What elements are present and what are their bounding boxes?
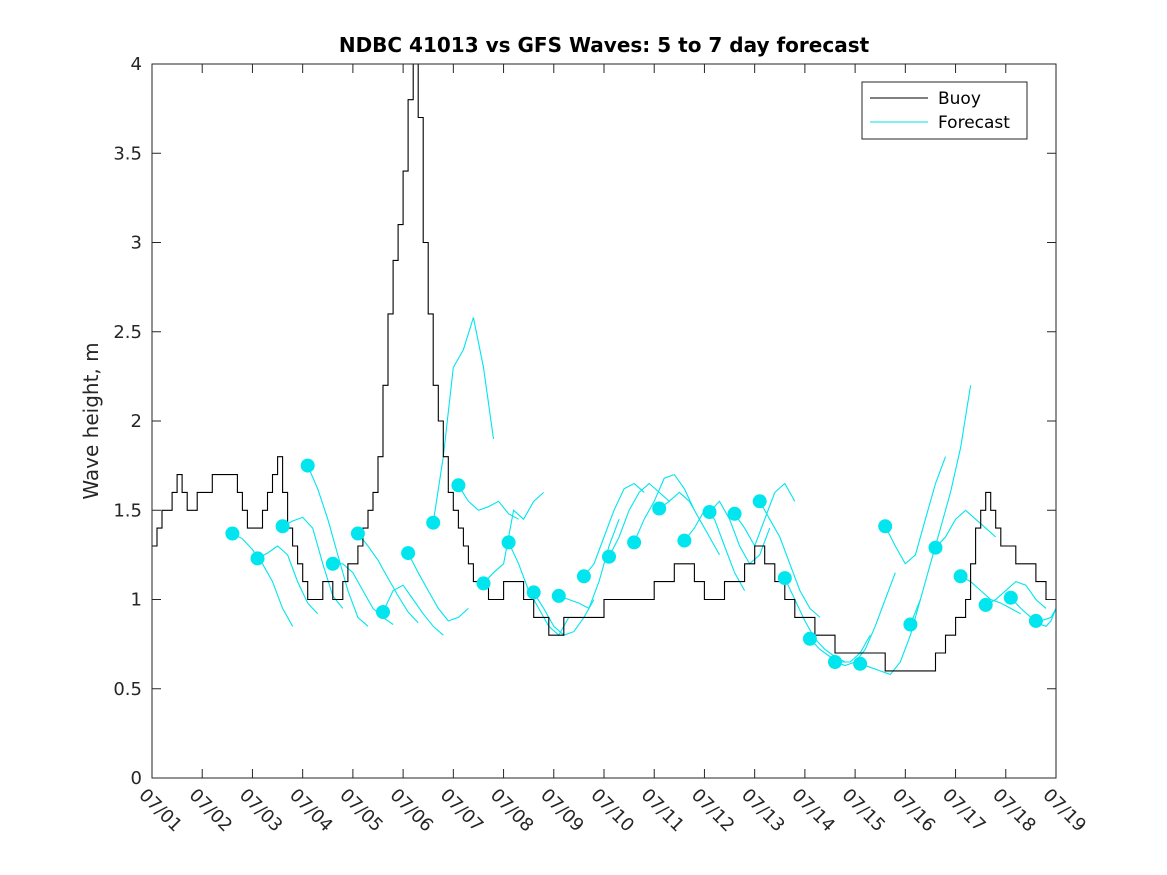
forecast-point-33 (1028, 613, 1043, 628)
forecast-point-27 (878, 519, 893, 534)
forecast-point-8 (401, 546, 416, 561)
forecast-line-21 (734, 482, 796, 548)
forecast-point-25 (828, 655, 842, 669)
y-tick-label-4: 2 (131, 411, 142, 432)
legend-buoy-label: Buoy (938, 89, 981, 109)
legend: Buoy Forecast (861, 81, 1028, 140)
legend-box (861, 81, 1028, 140)
forecast-point-29 (928, 540, 943, 555)
forecast-series (232, 317, 1056, 676)
forecast-point-12 (501, 535, 516, 550)
forecast-point-1 (225, 526, 240, 541)
y-tick-label-0: 0 (131, 768, 142, 789)
forecast-point-18 (652, 501, 667, 516)
forecast-line-4 (307, 465, 369, 627)
forecast-point-24 (802, 631, 817, 646)
forecast-point-22 (752, 494, 767, 509)
y-tick-label-7: 3.5 (113, 143, 142, 164)
forecast-line-6 (357, 533, 419, 624)
forecast-line-8 (407, 552, 469, 622)
forecast-point-26 (853, 656, 868, 671)
forecast-line-1 (232, 533, 294, 627)
forecast-point-2 (250, 551, 265, 566)
forecast-point-4 (300, 458, 315, 473)
forecast-point-10 (451, 478, 466, 493)
y-tick-label-2: 1 (131, 590, 142, 611)
y-axis: 0 0.5 1 1.5 2 2.5 3 3.5 4 (113, 54, 1056, 789)
forecast-point-21 (727, 506, 742, 521)
forecast-line-22 (759, 501, 821, 618)
plot-area (152, 64, 1056, 778)
forecast-line-16 (608, 482, 670, 557)
forecast-line-19 (683, 509, 746, 591)
forecast-line-17 (633, 473, 695, 543)
buoy-line (152, 64, 1056, 672)
forecast-point-3 (275, 519, 290, 534)
forecast-point-11 (476, 576, 491, 591)
forecast-point-13 (526, 585, 541, 600)
y-tick-label-8: 4 (131, 54, 142, 75)
y-tick-label-5: 2.5 (113, 322, 142, 343)
forecast-point-19 (677, 533, 692, 548)
forecast-markers (225, 458, 1043, 671)
forecast-point-6 (350, 526, 365, 541)
legend-forecast-label: Forecast (938, 113, 1010, 133)
forecast-point-30 (953, 569, 968, 584)
forecast-line-2 (257, 545, 319, 615)
forecast-point-15 (576, 569, 591, 584)
forecast-point-16 (602, 549, 616, 564)
forecast-line-7 (382, 584, 444, 636)
forecast-point-32 (1003, 590, 1018, 605)
y-tick-label-3: 1.5 (113, 500, 142, 521)
forecast-point-9 (426, 515, 441, 530)
forecast-line-26 (859, 599, 921, 676)
forecast-line-18 (658, 491, 720, 556)
forecast-point-31 (978, 597, 993, 612)
forecast-line-15 (583, 482, 645, 577)
forecast-line-20 (709, 500, 771, 565)
y-tick-label-6: 3 (131, 233, 142, 254)
forecast-line-10 (457, 485, 519, 520)
forecast-point-14 (551, 588, 566, 603)
y-tick-label-1: 0.5 (113, 679, 142, 700)
forecast-point-17 (627, 535, 642, 550)
forecast-line-29 (935, 509, 997, 549)
forecast-line-11 (483, 491, 545, 584)
forecast-point-28 (903, 617, 918, 632)
forecast-point-5 (325, 556, 340, 571)
forecast-line-28 (909, 385, 972, 625)
forecast-line-27 (884, 456, 947, 565)
chart-title: NDBC 41013 vs GFS Waves: 5 to 7 day fore… (339, 33, 870, 57)
forecast-point-20 (702, 505, 717, 519)
forecast-line-31 (985, 580, 1047, 609)
forecast-line-25 (834, 572, 896, 667)
buoy-series (152, 64, 1056, 672)
forecast-line-14 (558, 519, 620, 610)
forecast-point-7 (376, 605, 390, 619)
forecast-point-23 (777, 571, 792, 586)
y-axis-label: Wave height, m (79, 342, 103, 499)
